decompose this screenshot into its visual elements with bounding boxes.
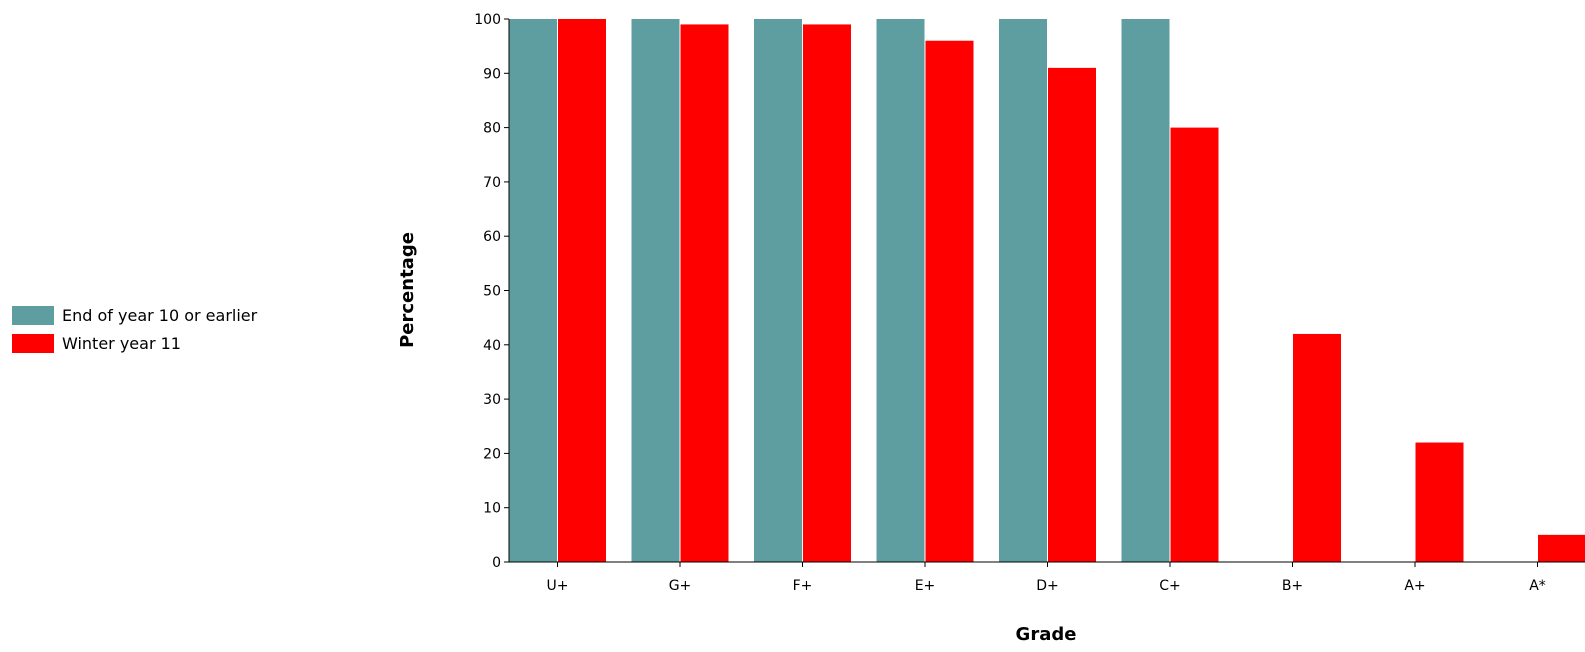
y-tick-label: 100 <box>474 12 501 28</box>
y-tick-label: 30 <box>483 392 501 408</box>
x-tick-label: G+ <box>669 578 692 594</box>
legend-label-winter-year-11: Winter year 11 <box>62 333 181 353</box>
legend-swatch-end-of-year-10 <box>12 305 54 325</box>
y-tick-label: 80 <box>483 121 501 137</box>
bar-E-series-2 <box>925 40 974 563</box>
x-tick-label: E+ <box>915 578 936 594</box>
bar-U-series-1 <box>509 19 557 562</box>
legend-swatch-winter-year-11 <box>12 333 54 353</box>
legend: End of year 10 or earlier Winter year 11 <box>12 301 257 357</box>
legend-item-end-of-year-10: End of year 10 or earlier <box>12 301 257 329</box>
x-tick-label: C+ <box>1159 578 1181 594</box>
bar-G-series-1 <box>631 19 680 562</box>
x-tick-label: F+ <box>793 578 813 594</box>
bar-C-series-2 <box>1170 127 1219 562</box>
y-tick-label: 50 <box>483 284 501 300</box>
x-tick-label: A* <box>1529 578 1546 594</box>
y-axis-title: Percentage <box>397 232 418 348</box>
x-tick-label: A+ <box>1404 578 1425 594</box>
y-tick-label: 10 <box>483 501 501 517</box>
y-tick-label: 0 <box>492 555 501 571</box>
bar-B-series-2 <box>1293 333 1341 562</box>
x-tick-label: D+ <box>1036 578 1059 594</box>
bar-F-series-1 <box>754 19 802 562</box>
x-tick-label: U+ <box>547 578 569 594</box>
y-tick-label: 60 <box>483 229 501 245</box>
y-tick-label: 70 <box>483 175 501 191</box>
bar-E-series-1 <box>876 19 925 562</box>
y-tick-label: 90 <box>483 66 501 82</box>
x-tick-label: B+ <box>1282 578 1303 594</box>
y-tick-label: 20 <box>483 446 501 462</box>
bar-G-series-2 <box>680 24 729 563</box>
bar-F-series-2 <box>803 24 851 563</box>
axes-group: U+ G+ F+ E+ D+ C+ B+ A+ A* 0 10 20 30 40 50 60 70 80 90 100 <box>474 12 1585 594</box>
legend-label-end-of-year-10: End of year 10 or earlier <box>62 305 258 325</box>
bar-D-series-2 <box>1048 67 1096 563</box>
legend-item-winter-year-11: Winter year 11 <box>12 329 257 357</box>
bar-C-series-1 <box>1121 19 1170 562</box>
bar-D-series-1 <box>999 19 1047 562</box>
x-axis-title: Grade <box>1016 624 1077 645</box>
bars-group <box>509 19 1585 563</box>
bar-U-series-2 <box>558 19 606 562</box>
bar-A-series-2 <box>1538 534 1585 562</box>
y-tick-label: 40 <box>483 338 501 354</box>
bar-A-series-2 <box>1415 442 1464 562</box>
